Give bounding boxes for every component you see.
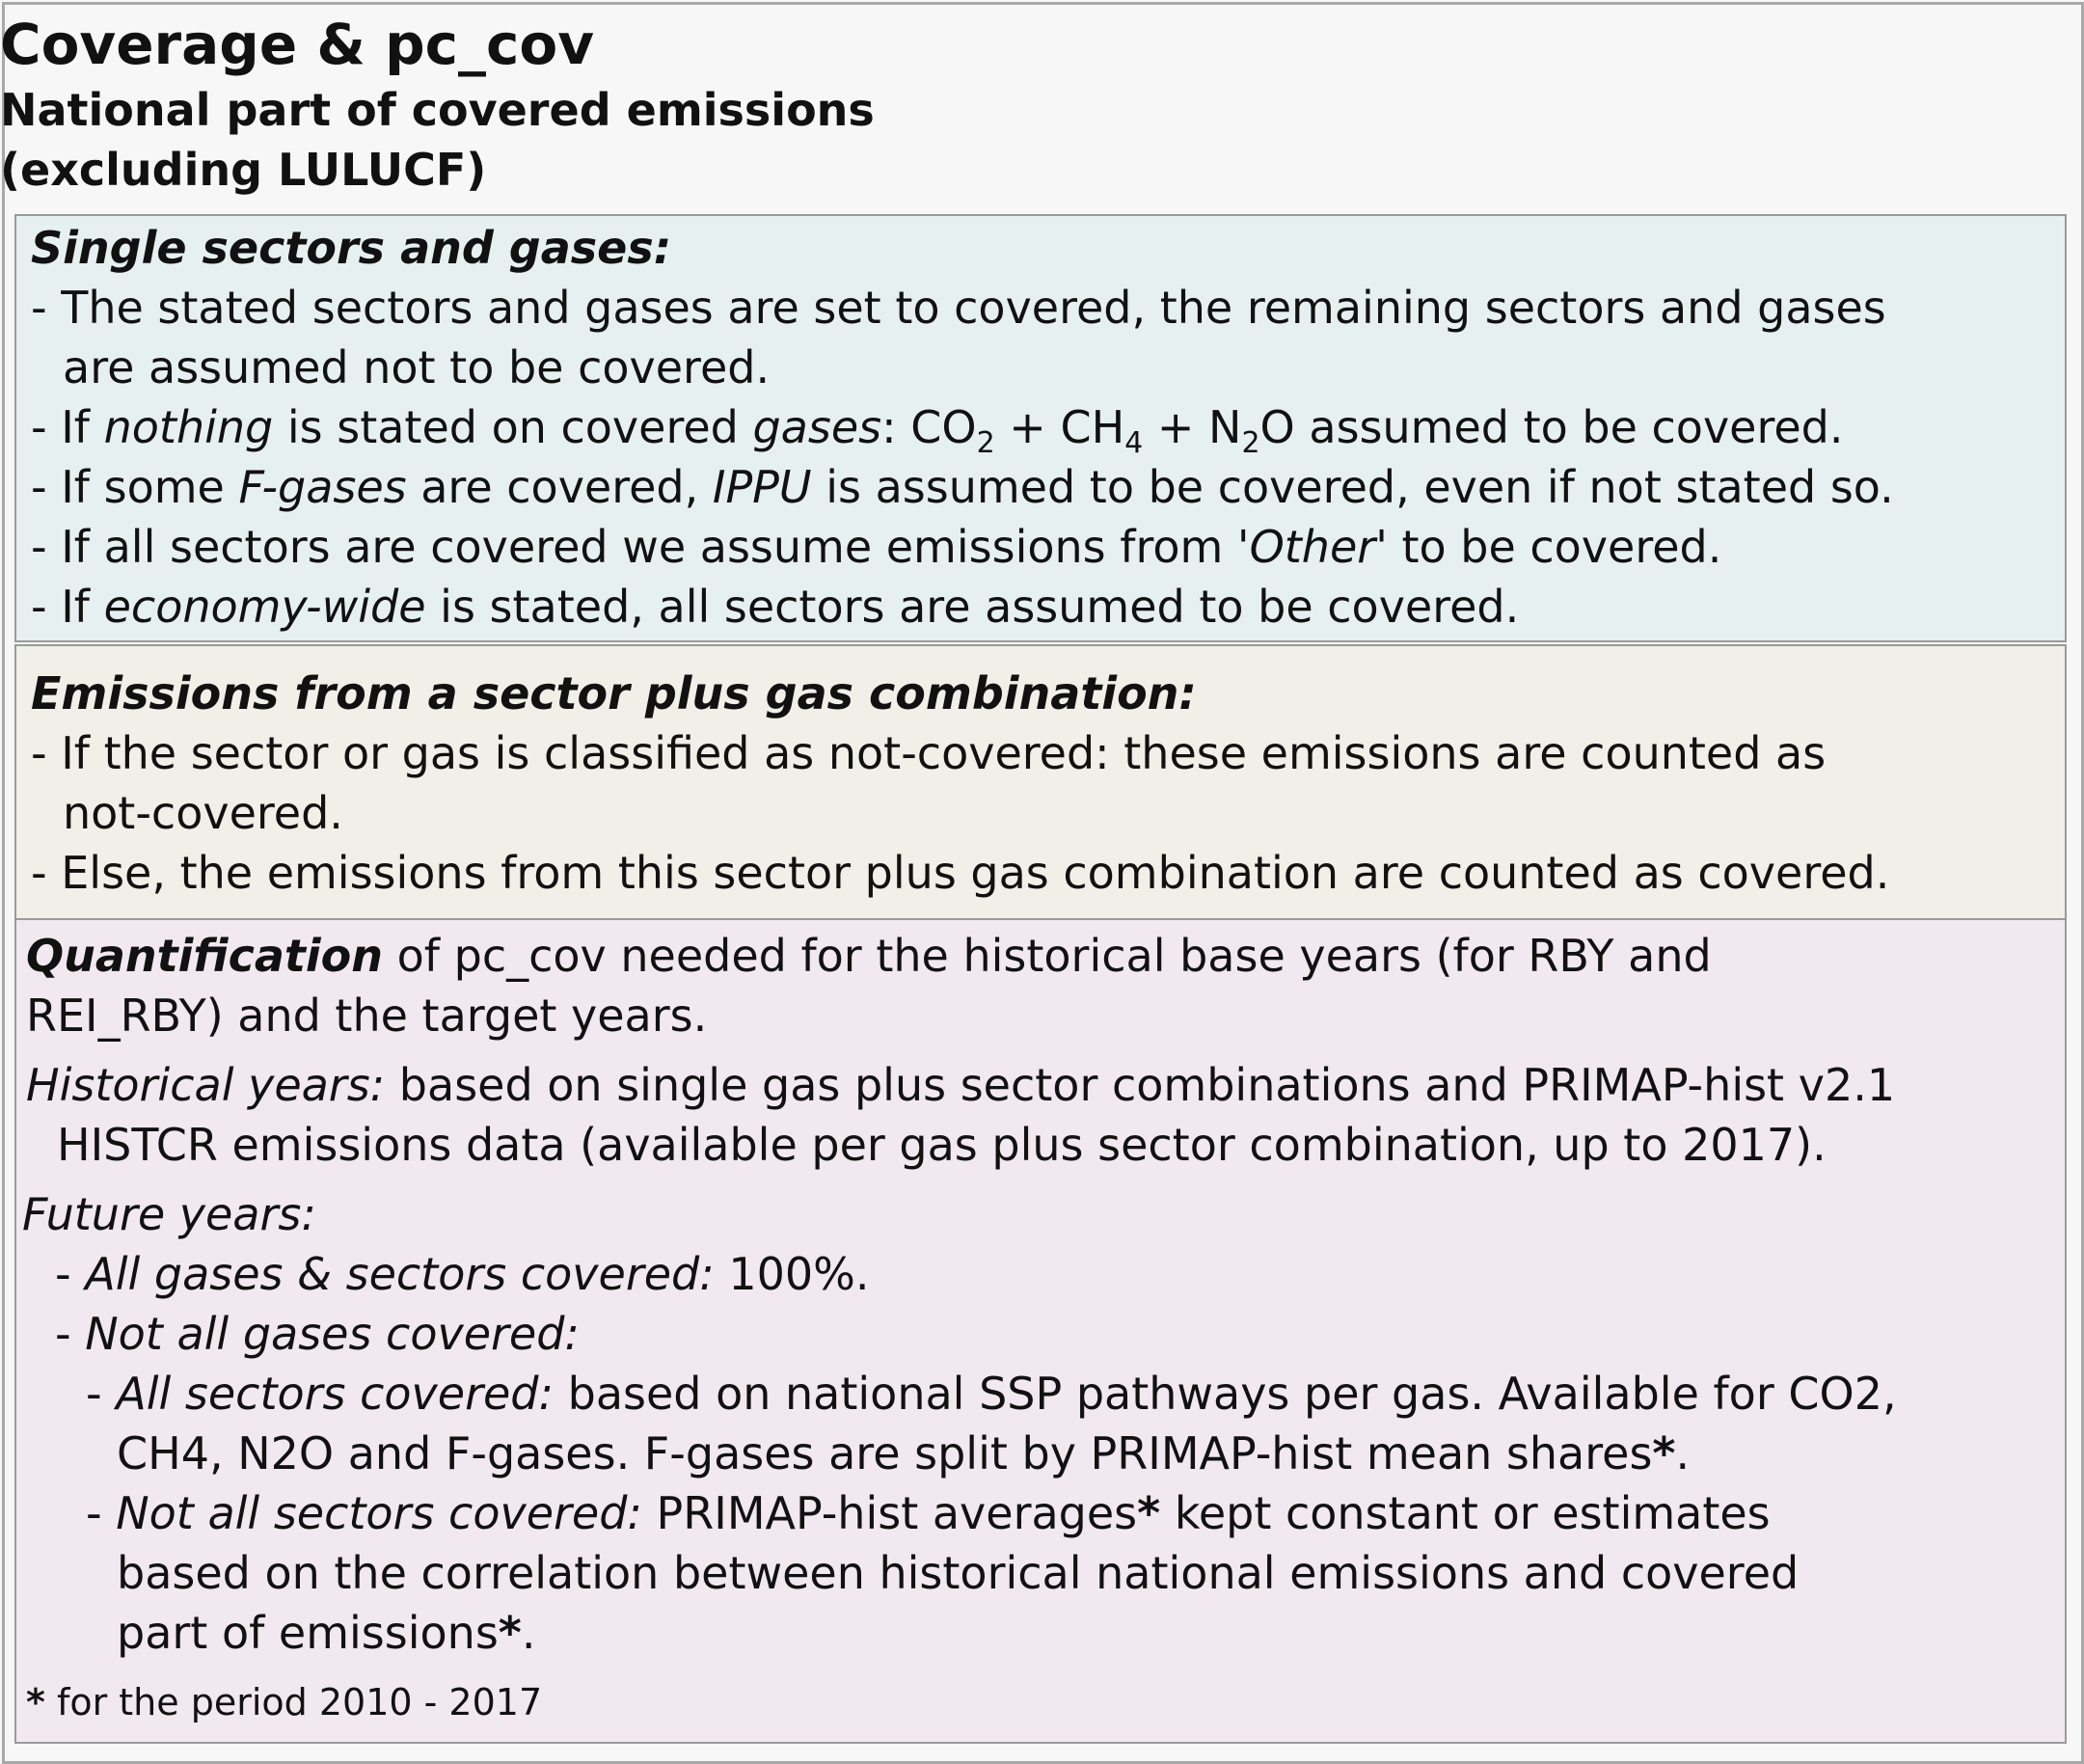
- combo-rule-1a: - If the sector or gas is classified as …: [31, 727, 1827, 779]
- footnote: * for the period 2010 - 2017: [26, 1681, 543, 1723]
- single-sectors-box: Single sectors and gases: - The stated s…: [14, 214, 2067, 642]
- page-subtitle-1: National part of covered emissions: [0, 84, 875, 136]
- future-not-all-gases: - Not all gases covered:: [55, 1308, 580, 1360]
- quant-line-2: REI_RBY) and the target years.: [26, 990, 708, 1042]
- combo-rule-2: - Else, the emissions from this sector p…: [31, 847, 1890, 899]
- quantification-box: Quantification of pc_cov needed for the …: [14, 918, 2067, 1744]
- single-rule-2: - If nothing is stated on covered gases:…: [31, 401, 1844, 460]
- future-not-all-sectors-a: - Not all sectors covered: PRIMAP-hist a…: [86, 1487, 1771, 1539]
- single-rule-1a: - The stated sectors and gases are set t…: [31, 282, 1886, 334]
- future-not-all-sectors-c: part of emissions*.: [117, 1607, 536, 1659]
- historical-line-1: Historical years: based on single gas pl…: [26, 1059, 1896, 1111]
- single-rule-5: - If economy-wide is stated, all sectors…: [31, 581, 1520, 633]
- quant-line-1: Quantification of pc_cov needed for the …: [26, 930, 1712, 982]
- future-label: Future years:: [22, 1188, 316, 1240]
- combination-box: Emissions from a sector plus gas combina…: [14, 644, 2067, 920]
- combo-heading: Emissions from a sector plus gas combina…: [31, 667, 1197, 719]
- page-subtitle-2: (excluding LULUCF): [0, 144, 487, 196]
- single-rule-1b: are assumed not to be covered.: [63, 341, 771, 394]
- combo-rule-1b: not-covered.: [63, 787, 343, 839]
- future-all-sectors-a: - All sectors covered: based on national…: [86, 1368, 1897, 1420]
- future-not-all-sectors-b: based on the correlation between histori…: [117, 1547, 1800, 1599]
- future-all-sectors-b: CH4, N2O and F-gases. F-gases are split …: [117, 1427, 1691, 1479]
- future-all-covered: - All gases & sectors covered: 100%.: [55, 1248, 870, 1300]
- single-rule-3: - If some F-gases are covered, IPPU is a…: [31, 461, 1894, 513]
- historical-line-2: HISTCR emissions data (available per gas…: [57, 1119, 1827, 1171]
- single-rule-4: - If all sectors are covered we assume e…: [31, 521, 1722, 573]
- single-heading: Single sectors and gases:: [31, 222, 672, 274]
- page-title: Coverage & pc_cov: [0, 12, 595, 77]
